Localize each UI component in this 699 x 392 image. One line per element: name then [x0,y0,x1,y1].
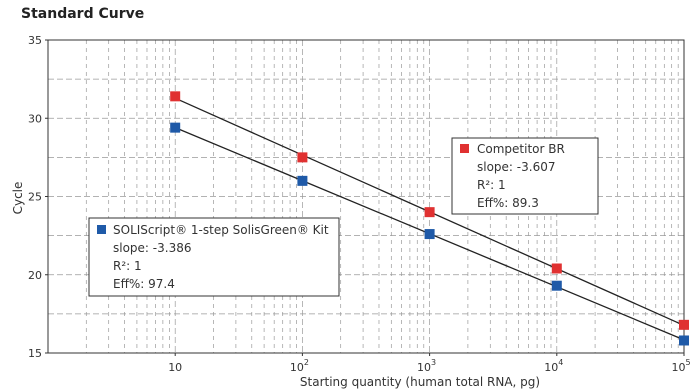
y-tick-label: 20 [28,269,42,282]
x-axis-label: Starting quantity (human total RNA, pg) [300,375,540,389]
y-tick-label: 25 [28,191,42,204]
chart-title: Standard Curve [21,6,145,22]
legend-eff: Eff%: 89.3 [477,196,539,210]
grid [48,40,684,353]
data-point-series-0 [551,280,562,291]
legend-series-name: Competitor BR [477,142,565,156]
y-axis-ticks: 15 20 25 30 35 [28,34,48,360]
legend-series-name: SOLIScript® 1-step SolisGreen® Kit [113,223,329,237]
legend-swatch-soliscript [97,225,106,234]
legend-soliscript: SOLIScript® 1-step SolisGreen® Kit slope… [88,217,340,297]
data-point-series-0 [170,122,181,133]
legend-box [88,217,340,297]
legend-competitor: Competitor BR slope: -3.607 R²: 1 Eff%: … [451,137,599,215]
legend-r2: R²: 1 [113,259,142,273]
x-tick-label: 102 [290,358,309,374]
data-point-series-1 [551,263,562,274]
data-point-series-0 [679,335,689,346]
x-tick-label: 103 [417,358,436,374]
legend-eff: Eff%: 97.4 [113,277,175,291]
x-tick-label: 10 [168,361,182,374]
legend-r2: R²: 1 [477,178,506,192]
series-layer [170,91,689,346]
legend-swatch-competitor [460,144,469,153]
data-point-series-1 [424,207,435,218]
y-tick-label: 30 [28,112,42,125]
legend-slope: slope: -3.607 [477,160,555,174]
data-point-series-0 [297,175,308,186]
data-point-series-0 [424,229,435,240]
y-axis-label: Cycle [11,182,25,215]
x-tick-label: 104 [544,358,563,374]
legend-slope: slope: -3.386 [113,241,191,255]
x-axis-ticks: 10 102 103 104 105 [168,353,691,374]
data-point-series-1 [679,319,689,330]
y-tick-label: 35 [28,34,42,47]
x-tick-label: 105 [671,358,690,374]
legend-box [451,137,599,215]
data-point-series-1 [297,152,308,163]
y-tick-label: 15 [28,347,42,360]
data-point-series-1 [170,91,181,102]
